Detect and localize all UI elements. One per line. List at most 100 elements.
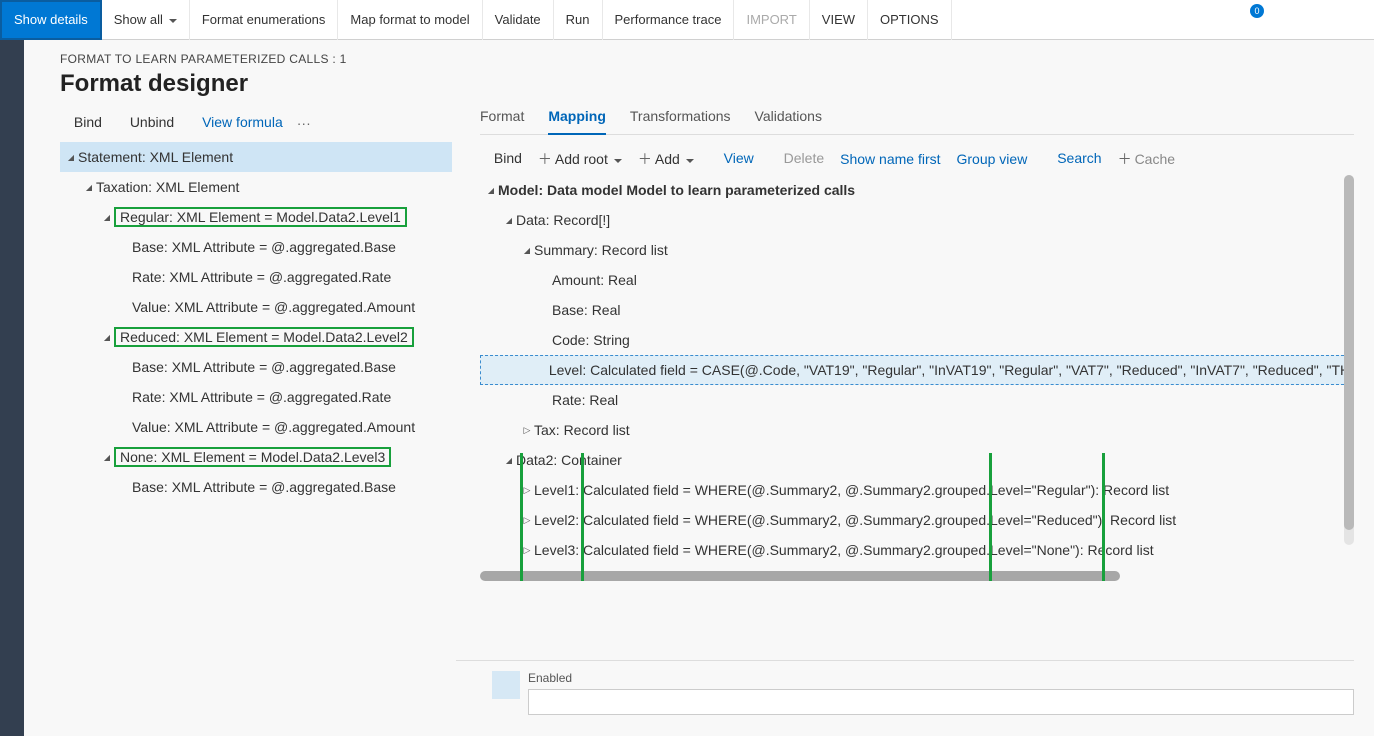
search-icon: 	[963, 11, 975, 29]
group-view-button[interactable]: Group view	[957, 151, 1028, 167]
delete-property-button[interactable]: 	[456, 671, 484, 699]
breadcrumb: FORMAT TO LEARN PARAMETERIZED CALLS : 1	[24, 40, 1374, 70]
more-button[interactable]: ···	[297, 115, 311, 131]
highlight-box: None: XML Element = Model.Data2.Level3	[114, 447, 391, 467]
tab-format[interactable]: Format	[480, 108, 524, 128]
highlight-box: Reduced: XML Element = Model.Data2.Level…	[114, 327, 414, 347]
mapping-tree: Model: Data model Model to learn paramet…	[480, 175, 1354, 724]
caret-icon[interactable]	[484, 185, 498, 196]
tree-row[interactable]: Reduced: XML Element = Model.Data2.Level…	[60, 322, 452, 352]
show-name-first-button[interactable]: Show name first	[840, 151, 940, 167]
plus-icon: ＋	[538, 153, 552, 168]
tab-validations[interactable]: Validations	[755, 108, 822, 128]
tree-row[interactable]: Base: XML Attribute = @.aggregated.Base	[60, 472, 452, 502]
caret-icon[interactable]	[502, 455, 516, 466]
map-format-button[interactable]: Map format to model	[338, 0, 482, 40]
bind-button[interactable]: Bind	[60, 114, 102, 132]
show-details-button[interactable]: Show details	[0, 0, 102, 40]
refresh-button[interactable]: 	[1266, 0, 1302, 40]
enabled-label: Enabled	[528, 671, 1354, 685]
tree-row[interactable]: None: XML Element = Model.Data2.Level3	[60, 442, 452, 472]
tree-row[interactable]: Rate: XML Attribute = @.aggregated.Rate	[60, 262, 452, 292]
left-rail: 	[0, 40, 24, 736]
tree-row[interactable]: Base: XML Attribute = @.aggregated.Base	[60, 352, 452, 382]
annotation-box	[520, 453, 584, 581]
refresh-icon: 	[1278, 11, 1290, 29]
caret-icon[interactable]	[100, 212, 114, 223]
map-bind-button[interactable]: Bind	[480, 150, 522, 168]
cache-button[interactable]: ＋Cache	[1118, 149, 1175, 169]
trash-icon: 	[770, 152, 781, 167]
edit-icon: 	[710, 152, 721, 167]
trash-icon: 	[464, 676, 476, 694]
tree-row[interactable]: Taxation: XML Element	[60, 172, 452, 202]
mapping-tabs: Format Mapping Transformations Validatio…	[480, 108, 1354, 135]
tree-row[interactable]: Data: Record[!]	[480, 205, 1354, 235]
view-formula-button[interactable]: View formula	[188, 114, 283, 132]
tree-row[interactable]: Data2: Container	[480, 445, 1354, 475]
edit-property-button[interactable]: 	[492, 671, 520, 699]
popout-icon: 	[1314, 11, 1326, 29]
office-icon: 	[1206, 11, 1218, 29]
add-root-dropdown[interactable]: ＋Add root	[538, 149, 622, 169]
tree-row[interactable]: Rate: XML Attribute = @.aggregated.Rate	[60, 382, 452, 412]
tab-mapping[interactable]: Mapping	[548, 108, 606, 135]
import-button: IMPORT	[734, 0, 809, 40]
view-menu[interactable]: VIEW	[810, 0, 868, 40]
add-dropdown[interactable]: ＋Add	[638, 149, 694, 169]
tree-row[interactable]: Rate: Real	[480, 385, 1354, 415]
tree-row[interactable]: Level3: Calculated field = WHERE(@.Summa…	[480, 535, 1354, 565]
caret-icon[interactable]	[100, 452, 114, 463]
close-button[interactable]: 	[1338, 0, 1374, 40]
show-details-label: Show details	[14, 12, 88, 27]
tree-row[interactable]: Level: Calculated field = CASE(@.Code, "…	[480, 355, 1354, 385]
show-all-dropdown[interactable]: Show all	[102, 0, 190, 40]
left-panel: Bind Unbind View formula ··· Statemen…	[24, 108, 456, 724]
vertical-scrollbar-track[interactable]	[1344, 175, 1354, 545]
tree-row[interactable]: Statement: XML Element	[60, 142, 452, 172]
filter-icon[interactable]: 	[6, 70, 18, 88]
caret-icon[interactable]	[520, 245, 534, 256]
vertical-scrollbar-thumb[interactable]	[1344, 175, 1354, 530]
search-button[interactable]: 	[952, 0, 988, 40]
map-view-button[interactable]: View	[710, 150, 754, 168]
tree-row[interactable]: Tax: Record list	[480, 415, 1354, 445]
format-tree: Statement: XML Element Taxation: XML Ele…	[60, 142, 452, 502]
validate-button[interactable]: Validate	[483, 0, 554, 40]
enabled-input[interactable]	[528, 689, 1354, 715]
caret-icon[interactable]	[100, 332, 114, 343]
performance-trace-button[interactable]: Performance trace	[603, 0, 735, 40]
tree-row[interactable]: Model: Data model Model to learn paramet…	[480, 175, 1354, 205]
tab-transformations[interactable]: Transformations	[630, 108, 731, 128]
tree-row[interactable]: Summary: Record list	[480, 235, 1354, 265]
tree-row[interactable]: Value: XML Attribute = @.aggregated.Amou…	[60, 412, 452, 442]
format-enumerations-button[interactable]: Format enumerations	[190, 0, 339, 40]
tree-row[interactable]: Base: XML Attribute = @.aggregated.Base	[60, 232, 452, 262]
caret-icon[interactable]	[502, 215, 516, 226]
tree-row[interactable]: Value: XML Attribute = @.aggregated.Amou…	[60, 292, 452, 322]
page-title: Format designer	[24, 70, 1374, 108]
annotation-box	[989, 453, 1105, 581]
popout-button[interactable]: 	[1302, 0, 1338, 40]
run-button[interactable]: Run	[554, 0, 603, 40]
tree-row[interactable]: Level1: Calculated field = WHERE(@.Summa…	[480, 475, 1354, 505]
notifications-button[interactable]: 0	[1230, 0, 1266, 40]
unbind-button[interactable]: Unbind	[116, 114, 174, 132]
tree-row[interactable]: Base: Real	[480, 295, 1354, 325]
tree-row[interactable]: Regular: XML Element = Model.Data2.Level…	[60, 202, 452, 232]
caret-icon[interactable]	[520, 425, 534, 436]
plus-icon: ＋	[1118, 153, 1132, 168]
search-icon: 	[1043, 152, 1054, 167]
caret-icon[interactable]	[82, 182, 96, 193]
caret-icon[interactable]	[64, 152, 78, 163]
office-button[interactable]: 	[1194, 0, 1230, 40]
edit-icon: 	[188, 116, 199, 131]
map-search-button[interactable]: Search	[1043, 150, 1101, 168]
tree-row[interactable]: Level2: Calculated field = WHERE(@.Summa…	[480, 505, 1354, 535]
options-menu[interactable]: OPTIONS	[868, 0, 952, 40]
tree-row[interactable]: Amount: Real	[480, 265, 1354, 295]
attach-button[interactable]: 	[1158, 0, 1194, 40]
map-delete-button[interactable]: Delete	[770, 150, 824, 168]
tree-row[interactable]: Code: String	[480, 325, 1354, 355]
left-toolbar: Bind Unbind View formula ···	[60, 108, 452, 142]
